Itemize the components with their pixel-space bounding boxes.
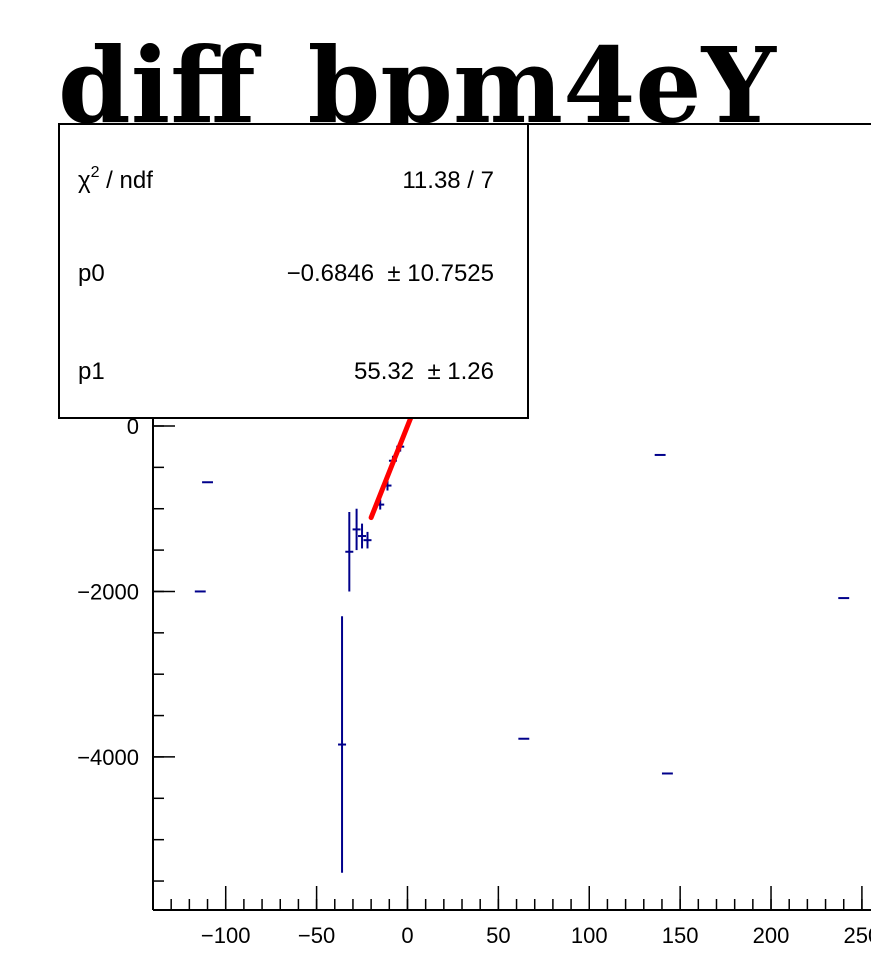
stats-p1-value: 55.32 ± 1.26 — [354, 358, 494, 385]
stats-chi2-ndf: / ndf — [100, 167, 154, 194]
stats-box-frame — [58, 123, 529, 419]
y-tick-label: −4000 — [77, 745, 139, 770]
stats-chi2-label: χ2 / ndf — [78, 164, 153, 194]
y-tick-label: 0 — [127, 414, 139, 439]
x-tick-label: −50 — [298, 923, 335, 948]
data-point — [338, 616, 347, 873]
stats-box: χ2 / ndf 11.38 / 7 p0 −0.6846 ± 10.7525 … — [58, 123, 529, 419]
x-tick-label: 100 — [571, 923, 608, 948]
x-tick-label: 0 — [401, 923, 413, 948]
y-tick-label: −2000 — [77, 579, 139, 604]
stats-chi2-superscript: 2 — [91, 164, 100, 181]
data-point — [358, 523, 367, 549]
x-tick-label: 200 — [753, 923, 790, 948]
data-point — [345, 512, 354, 592]
stats-p0-value: −0.6846 ± 10.7525 — [287, 260, 494, 287]
x-tick-label: 250 — [844, 923, 871, 948]
data-point — [363, 531, 372, 549]
stats-chi2-value: 11.38 / 7 — [402, 167, 494, 194]
stats-p1-label: p1 — [78, 358, 105, 385]
x-tick-label: 50 — [486, 923, 510, 948]
x-tick-label: 150 — [662, 923, 699, 948]
data-point — [352, 508, 361, 551]
stats-p0-label: p0 — [78, 260, 105, 287]
x-tick-label: −100 — [201, 923, 251, 948]
